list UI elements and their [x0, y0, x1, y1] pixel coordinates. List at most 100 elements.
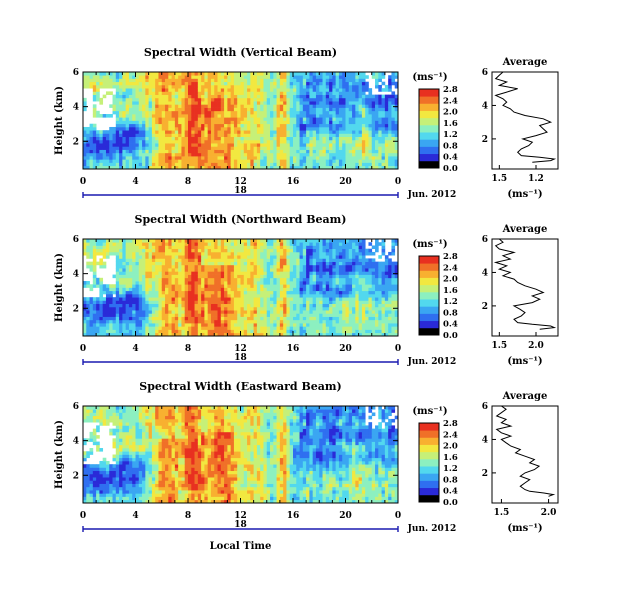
heatmap-cell: [247, 290, 251, 295]
heatmap-cell: [352, 75, 356, 79]
heatmap-cell: [270, 97, 274, 102]
heatmap-cell: [210, 94, 215, 99]
heatmap-cell: [204, 107, 209, 112]
heatmap-cell: [299, 159, 304, 163]
heatmap-cell: [204, 152, 209, 157]
heatmap-cell: [158, 258, 163, 262]
heatmap-cell: [174, 117, 179, 121]
heatmap-cell: [309, 303, 314, 308]
heatmap-cell: [99, 156, 104, 160]
heatmap-cell: [115, 75, 120, 79]
heatmap-cell: [279, 146, 284, 150]
colorbar-tick-label: 2.4: [443, 96, 458, 106]
heatmap-cell: [253, 117, 258, 121]
heatmap-cell: [388, 84, 392, 89]
heatmap-cell: [293, 300, 297, 305]
heatmap-cell: [233, 258, 238, 262]
heatmap-cell: [325, 72, 330, 76]
heatmap-cell: [233, 319, 238, 324]
heatmap-cell: [89, 332, 94, 337]
heatmap-cell: [391, 123, 396, 128]
heatmap-cell: [283, 332, 287, 337]
heatmap-cell: [214, 313, 218, 317]
heatmap-cell: [174, 78, 179, 83]
heatmap-cell: [148, 251, 153, 256]
heatmap-cell: [296, 117, 300, 121]
heatmap-cell: [302, 97, 307, 102]
heatmap-cell: [361, 120, 366, 125]
heatmap-cell: [119, 281, 123, 285]
heatmap-cell: [174, 104, 179, 108]
heatmap-cell: [155, 156, 159, 160]
heatmap-cell: [204, 104, 209, 108]
heatmap-cell: [155, 326, 159, 330]
heatmap-cell: [243, 123, 248, 128]
heatmap-cell: [145, 271, 149, 275]
heatmap-cell: [145, 78, 149, 83]
heatmap-cell: [145, 303, 149, 308]
heatmap-cell: [296, 165, 300, 170]
heatmap-cell: [322, 310, 327, 314]
heatmap-cell: [92, 239, 97, 243]
heatmap-cell: [142, 117, 146, 121]
heatmap-cell: [105, 326, 110, 330]
heatmap-cell: [338, 117, 343, 121]
heatmap-cell: [240, 75, 245, 79]
heatmap-cell: [161, 107, 166, 112]
heatmap-cell: [319, 88, 323, 92]
heatmap-cell: [178, 152, 182, 157]
heatmap-cell: [92, 149, 97, 154]
heatmap-cell: [312, 149, 317, 154]
heatmap-cell: [312, 78, 317, 83]
heatmap-cell: [247, 239, 251, 243]
heatmap-cell: [293, 117, 297, 121]
heatmap-cell: [233, 261, 238, 266]
heatmap-cell: [302, 84, 307, 89]
heatmap-cell: [161, 329, 166, 334]
heatmap-cell: [181, 107, 186, 112]
heatmap-cell: [293, 293, 297, 298]
heatmap-cell: [384, 159, 389, 163]
heatmap-cell: [345, 88, 350, 92]
heatmap-cell: [142, 303, 146, 308]
heatmap-cell: [381, 101, 386, 105]
heatmap-cell: [312, 293, 317, 298]
heatmap-cell: [345, 107, 350, 112]
heatmap-cell: [286, 284, 291, 288]
heatmap-cell: [207, 101, 212, 105]
heatmap-cell: [289, 268, 294, 272]
heatmap-cell: [145, 91, 149, 95]
heatmap-cell: [263, 130, 268, 134]
heatmap-cell: [181, 281, 186, 285]
heatmap-cell: [210, 91, 215, 95]
heatmap-cell: [253, 268, 258, 272]
heatmap-cell: [135, 84, 140, 89]
heatmap-cell: [312, 165, 317, 170]
heatmap-cell: [224, 101, 228, 105]
heatmap-cell: [181, 78, 186, 83]
heatmap-cell: [201, 255, 205, 259]
heatmap-cell: [92, 130, 97, 134]
heatmap-cell: [109, 139, 113, 144]
heatmap-cell: [263, 248, 268, 253]
heatmap-cell: [306, 101, 310, 105]
heatmap-cell: [306, 277, 310, 282]
heatmap-cell: [105, 91, 110, 95]
heatmap-cell: [128, 91, 133, 95]
heatmap-cell: [155, 84, 159, 89]
heatmap-cell: [388, 120, 392, 125]
heatmap-cell: [86, 136, 90, 141]
heatmap-cell: [151, 84, 156, 89]
heatmap-cell: [319, 274, 323, 279]
heatmap-cell: [381, 107, 386, 112]
heatmap-cell: [210, 110, 215, 115]
heatmap-cell: [204, 130, 209, 134]
heatmap-cell: [322, 329, 327, 334]
heatmap-cell: [315, 123, 320, 128]
heatmap-cell: [381, 72, 386, 76]
heatmap-cell: [378, 156, 382, 160]
heatmap-cell: [256, 104, 261, 108]
heatmap-cell: [312, 146, 317, 150]
heatmap-cell: [201, 123, 205, 128]
heatmap-cell: [168, 332, 172, 337]
